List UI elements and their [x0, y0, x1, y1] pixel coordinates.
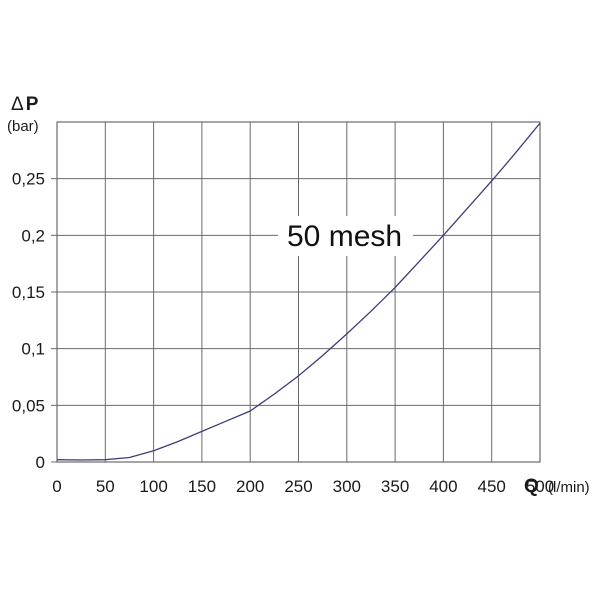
y-tick-label: 0,05 — [12, 396, 45, 415]
x-tick-label: 500 — [526, 477, 554, 496]
x-tick-label: 150 — [188, 477, 216, 496]
x-tick-label: 300 — [333, 477, 361, 496]
y-tick-label: 0 — [36, 453, 45, 472]
y-axis-unit: (bar) — [7, 118, 39, 135]
x-axis-title: Q — [524, 476, 539, 497]
x-tick-labels: 0 50 100 150 200 250 300 350 400 450 500 — [52, 477, 554, 496]
x-tick-label: 50 — [96, 477, 115, 496]
y-axis-title-text: P — [26, 94, 39, 115]
plot-frame — [56, 121, 541, 463]
series-line-50-mesh — [56, 122, 541, 461]
x-axis-unit: (l/min) — [548, 479, 590, 496]
x-tick-label: 100 — [139, 477, 167, 496]
series-label: 50 mesh — [287, 220, 402, 253]
grid — [51, 122, 541, 463]
y-tick-label: 0,2 — [21, 226, 45, 245]
x-tick-label: 200 — [236, 477, 264, 496]
y-tick-label: 0,15 — [12, 283, 45, 302]
y-tick-label: 0,25 — [12, 170, 45, 189]
x-tick-label: 350 — [381, 477, 409, 496]
y-tick-labels: 0 0,05 0,1 0,15 0,2 0,25 — [12, 170, 45, 472]
x-tick-label: 250 — [284, 477, 312, 496]
x-tick-label: 0 — [52, 477, 61, 496]
y-tick-label: 0,1 — [21, 340, 45, 359]
series-label-background — [278, 216, 413, 256]
x-tick-label: 450 — [478, 477, 506, 496]
delta-symbol: Δ — [11, 94, 24, 115]
x-tick-label: 400 — [429, 477, 457, 496]
